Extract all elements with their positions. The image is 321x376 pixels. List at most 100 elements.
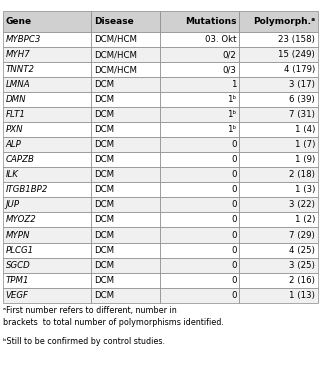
Text: 0: 0 (231, 155, 237, 164)
Text: Mutations: Mutations (185, 17, 237, 26)
Text: MYH7: MYH7 (6, 50, 30, 59)
Text: LMNA: LMNA (6, 80, 30, 89)
Bar (91, 92, 160, 107)
Bar (239, 182, 318, 197)
Bar (91, 107, 160, 122)
Bar (160, 212, 239, 227)
Text: DCM: DCM (94, 155, 114, 164)
Bar (3, 32, 91, 47)
Text: 23 (158): 23 (158) (278, 35, 315, 44)
Bar (160, 273, 239, 288)
Bar (239, 258, 318, 273)
Text: 1ᵇ: 1ᵇ (228, 110, 237, 119)
Text: 1 (9): 1 (9) (295, 155, 315, 164)
Bar (160, 167, 239, 182)
Bar (160, 227, 239, 243)
Text: DCM: DCM (94, 230, 114, 240)
Bar (91, 47, 160, 62)
Bar (3, 273, 91, 288)
Text: 7 (29): 7 (29) (290, 230, 315, 240)
Bar (160, 92, 239, 107)
Bar (91, 212, 160, 227)
Text: 2 (16): 2 (16) (289, 276, 315, 285)
Text: Gene: Gene (6, 17, 32, 26)
Text: DCM: DCM (94, 80, 114, 89)
Text: 0: 0 (231, 291, 237, 300)
Text: DCM: DCM (94, 140, 114, 149)
Text: 0: 0 (231, 230, 237, 240)
Bar (91, 137, 160, 152)
Bar (239, 167, 318, 182)
Bar (160, 152, 239, 167)
Text: TNNT2: TNNT2 (6, 65, 35, 74)
Text: TPM1: TPM1 (6, 276, 29, 285)
Text: PXN: PXN (6, 125, 23, 134)
Bar (3, 152, 91, 167)
Text: FLT1: FLT1 (6, 110, 26, 119)
Text: 0: 0 (231, 140, 237, 149)
Text: 1 (2): 1 (2) (295, 215, 315, 224)
Bar (239, 197, 318, 212)
Text: 0: 0 (231, 246, 237, 255)
Text: 0: 0 (231, 185, 237, 194)
Bar (3, 258, 91, 273)
Bar (3, 92, 91, 107)
Text: PLCG1: PLCG1 (6, 246, 34, 255)
Text: MYOZ2: MYOZ2 (6, 215, 37, 224)
Text: ITGB1BP2: ITGB1BP2 (6, 185, 48, 194)
Text: DCM: DCM (94, 125, 114, 134)
Bar (160, 32, 239, 47)
Bar (160, 288, 239, 303)
Bar (91, 167, 160, 182)
Bar (3, 212, 91, 227)
Text: DCM: DCM (94, 170, 114, 179)
Text: 1 (4): 1 (4) (295, 125, 315, 134)
Bar (239, 122, 318, 137)
Text: 0/2: 0/2 (223, 50, 237, 59)
Text: ALP: ALP (6, 140, 22, 149)
Text: DCM: DCM (94, 110, 114, 119)
Text: DCM/HCM: DCM/HCM (94, 35, 137, 44)
Bar (239, 62, 318, 77)
Bar (91, 62, 160, 77)
Bar (239, 92, 318, 107)
Bar (239, 47, 318, 62)
Bar (91, 77, 160, 92)
Text: 6 (39): 6 (39) (290, 95, 315, 104)
Bar (239, 243, 318, 258)
Bar (3, 62, 91, 77)
Bar (239, 227, 318, 243)
Bar (160, 122, 239, 137)
Bar (3, 77, 91, 92)
Bar (91, 288, 160, 303)
Text: DCM/HCM: DCM/HCM (94, 50, 137, 59)
Bar (91, 152, 160, 167)
Bar (3, 47, 91, 62)
Text: 0: 0 (231, 261, 237, 270)
Text: 3 (25): 3 (25) (289, 261, 315, 270)
Text: 1 (3): 1 (3) (295, 185, 315, 194)
Text: DCM: DCM (94, 261, 114, 270)
Bar (239, 32, 318, 47)
Bar (91, 122, 160, 137)
Text: DCM: DCM (94, 185, 114, 194)
Text: DCM: DCM (94, 200, 114, 209)
Text: JUP: JUP (6, 200, 20, 209)
Text: 0: 0 (231, 276, 237, 285)
Text: 4 (25): 4 (25) (289, 246, 315, 255)
Bar (239, 137, 318, 152)
Bar (91, 258, 160, 273)
Text: DCM: DCM (94, 246, 114, 255)
Text: DCM/HCM: DCM/HCM (94, 65, 137, 74)
Bar (3, 137, 91, 152)
Text: 7 (31): 7 (31) (289, 110, 315, 119)
Text: ILK: ILK (6, 170, 19, 179)
Text: MYPN: MYPN (6, 230, 30, 240)
Bar (239, 107, 318, 122)
Text: DMN: DMN (6, 95, 26, 104)
Bar (160, 107, 239, 122)
Bar (3, 288, 91, 303)
Text: 1ᵇ: 1ᵇ (228, 95, 237, 104)
Text: 1: 1 (231, 80, 237, 89)
Text: 0: 0 (231, 170, 237, 179)
